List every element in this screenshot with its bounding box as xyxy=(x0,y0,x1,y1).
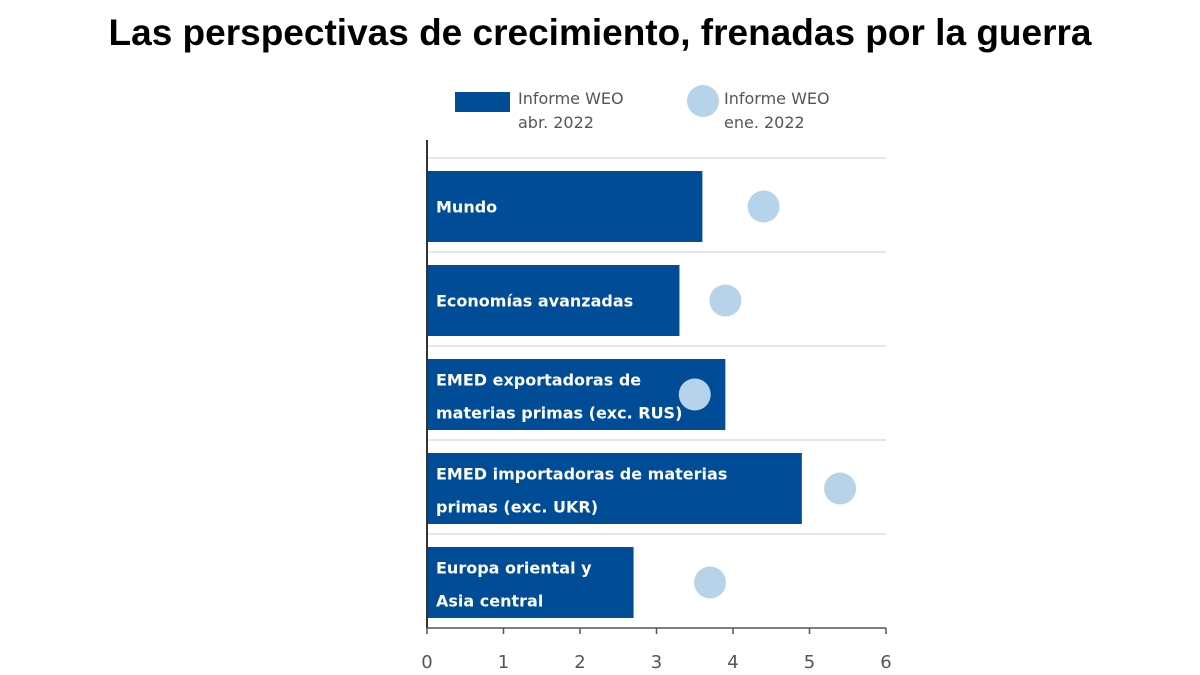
legend-label-bar: abr. 2022 xyxy=(518,113,594,132)
bar-label: Economías avanzadas xyxy=(436,292,633,311)
bar-4 xyxy=(427,547,634,618)
bar-label: materias primas (exc. RUS) xyxy=(436,404,682,423)
bar-2 xyxy=(427,359,726,430)
x-tick-label: 1 xyxy=(498,652,509,673)
bar-3 xyxy=(427,453,802,524)
legend-label-bar: Informe WEO xyxy=(518,89,624,108)
x-tick-label: 4 xyxy=(727,652,738,673)
x-tick-label: 5 xyxy=(804,652,815,673)
bar-label: Mundo xyxy=(436,198,497,217)
bar-label: Asia central xyxy=(436,592,543,611)
legend-label-circle: Informe WEO xyxy=(724,89,830,108)
chart-title: Las perspectivas de crecimiento, frenada… xyxy=(108,12,1092,53)
x-tick-label: 0 xyxy=(421,652,432,673)
circle-marker-4 xyxy=(694,566,727,599)
circle-marker-2 xyxy=(678,378,711,411)
bar-label: Europa oriental y xyxy=(436,559,592,578)
circle-marker-0 xyxy=(747,190,780,223)
bar-1 xyxy=(427,265,680,336)
x-tick-label: 6 xyxy=(880,652,891,673)
legend-label-circle: ene. 2022 xyxy=(724,113,805,132)
bar-label: EMED importadoras de materias xyxy=(436,465,727,484)
bar-label: primas (exc. UKR) xyxy=(436,498,598,517)
x-tick-label: 2 xyxy=(574,652,585,673)
x-tick-label: 3 xyxy=(651,652,662,673)
legend-bar-swatch xyxy=(455,92,510,112)
bar-label: EMED exportadoras de xyxy=(436,371,641,390)
circle-marker-1 xyxy=(709,284,742,317)
legend-circle-swatch xyxy=(687,85,719,117)
circle-marker-3 xyxy=(824,472,857,505)
bar-0 xyxy=(427,171,703,242)
